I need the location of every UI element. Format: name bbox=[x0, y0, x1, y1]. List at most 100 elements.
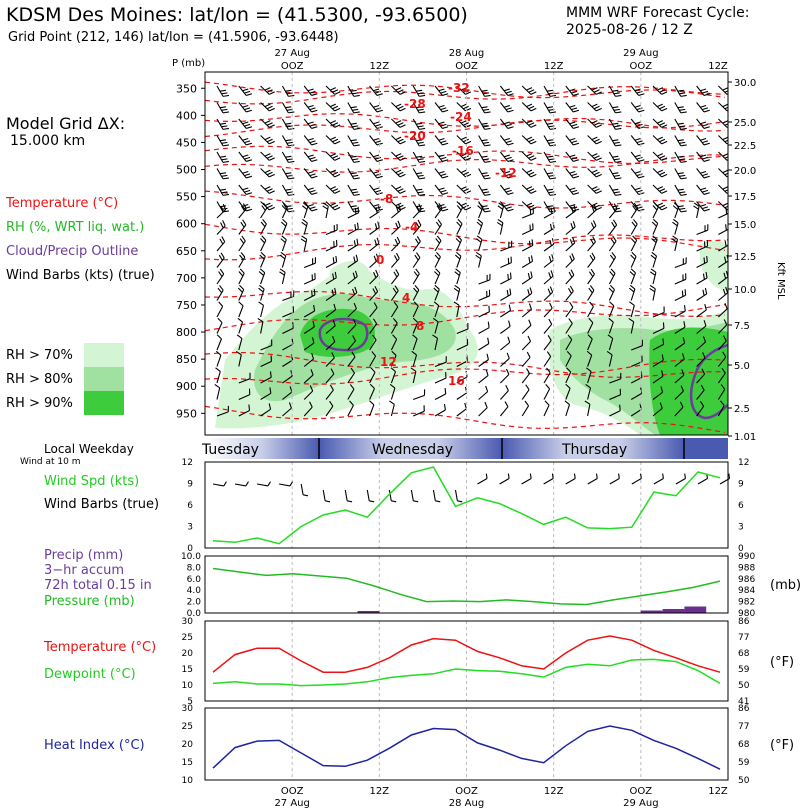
wind-barb bbox=[434, 168, 449, 179]
wind-barb bbox=[696, 118, 710, 129]
wind-barb bbox=[238, 372, 251, 384]
wind-barb bbox=[478, 385, 489, 400]
axis-tick-label: 986 bbox=[738, 575, 755, 585]
wind-barb bbox=[521, 151, 537, 161]
precip-bar bbox=[640, 610, 663, 613]
grid-point-label: Grid Point (212, 146) lat/lon = (41.5906… bbox=[8, 30, 339, 45]
wind-barb bbox=[325, 287, 337, 301]
wind-barb bbox=[674, 184, 687, 196]
wind-barb bbox=[260, 355, 273, 367]
wind-barb bbox=[216, 85, 230, 97]
wind-barb bbox=[434, 102, 449, 113]
axis-tick-label: 10.0 bbox=[181, 552, 201, 562]
wind-barb bbox=[543, 318, 553, 334]
wind-barb bbox=[696, 85, 710, 96]
wind-barb bbox=[608, 151, 622, 163]
legend-precip-total: 72h total 0.15 in bbox=[44, 578, 152, 593]
wind-barb bbox=[718, 319, 728, 334]
height-axis-title: Kft MSL bbox=[775, 262, 786, 300]
wind-panel-frame bbox=[204, 461, 729, 549]
pressure-axis-title: P (mb) bbox=[172, 58, 205, 69]
wind-barb bbox=[347, 85, 360, 97]
temp-contour-label: -24 bbox=[450, 110, 472, 124]
legend-rh80-swatch bbox=[84, 367, 124, 391]
temp-contour bbox=[205, 223, 726, 251]
wind-barb bbox=[391, 220, 401, 235]
wind-barb bbox=[369, 367, 376, 384]
wind-barb bbox=[369, 334, 377, 351]
wind-barb bbox=[521, 85, 537, 95]
wind-barb bbox=[216, 135, 230, 147]
surface-wind-barb bbox=[697, 473, 709, 485]
temp-unit-f: (°F) bbox=[770, 655, 795, 670]
wind-barb bbox=[347, 238, 359, 252]
axis-tick-label: 0 bbox=[738, 544, 744, 554]
axis-tick-label: 3 bbox=[187, 523, 193, 533]
legend-wind-speed: Wind Spd (kts) bbox=[44, 474, 140, 489]
wind-barb bbox=[412, 252, 421, 268]
wind-barb bbox=[325, 303, 337, 318]
wind-barb bbox=[497, 202, 505, 219]
wind-barb bbox=[238, 168, 253, 179]
wind-barb bbox=[478, 321, 490, 334]
wind-barb bbox=[260, 339, 273, 351]
wind-barb bbox=[565, 102, 580, 113]
wind-barb bbox=[674, 369, 685, 384]
wind-barb bbox=[303, 118, 318, 129]
height-tick-label: 30.0 bbox=[734, 78, 756, 89]
wind-barb bbox=[347, 335, 356, 351]
wind-barb bbox=[433, 284, 440, 301]
wind-barb bbox=[260, 168, 275, 178]
wind-barb bbox=[565, 205, 577, 219]
wind-barb bbox=[718, 303, 728, 318]
wind-barb bbox=[696, 184, 710, 195]
wind-barb bbox=[325, 271, 337, 285]
wind-barb bbox=[281, 85, 295, 97]
wind-barb bbox=[609, 388, 621, 401]
wind-barb bbox=[390, 350, 397, 367]
wind-barb bbox=[389, 400, 395, 417]
day-label-thursday: Thursday bbox=[561, 442, 627, 458]
surface-wind-barb bbox=[454, 489, 463, 503]
wind-barb bbox=[674, 401, 684, 417]
temp-contour-label: -12 bbox=[495, 166, 517, 180]
pressure-unit: (mb) bbox=[770, 578, 802, 593]
wind-barb bbox=[412, 118, 426, 130]
legend-precip: Precip (mm) bbox=[44, 548, 124, 563]
wind-barb bbox=[216, 301, 224, 318]
temp-contour bbox=[205, 405, 726, 433]
top-time-label: 27 Aug bbox=[274, 48, 309, 59]
temp-contour-label: -20 bbox=[404, 129, 426, 143]
wind-barb bbox=[674, 151, 687, 163]
axis-tick-label: 982 bbox=[738, 598, 755, 608]
wind-barb bbox=[301, 218, 308, 235]
wind-barb bbox=[391, 102, 406, 112]
temp-contour-label: 8 bbox=[416, 319, 424, 333]
wind-barb bbox=[628, 318, 635, 334]
wind-barb bbox=[369, 221, 380, 235]
surface-wind-barb bbox=[212, 481, 227, 487]
wind-barb bbox=[259, 251, 266, 268]
axis-tick-label: 77 bbox=[738, 722, 749, 732]
wind-barb bbox=[674, 118, 687, 130]
wind-barb bbox=[412, 184, 426, 196]
top-time-label: OOZ bbox=[455, 61, 478, 72]
bottom-time-label: 29 Aug bbox=[623, 798, 658, 809]
wind-barb bbox=[521, 368, 531, 384]
wind-barb bbox=[216, 252, 225, 268]
wind-barb bbox=[696, 168, 710, 179]
wind-barb bbox=[260, 219, 267, 235]
wind-barb bbox=[630, 118, 645, 129]
axis-tick-label: 50 bbox=[738, 681, 750, 691]
surface-wind-barb bbox=[587, 473, 598, 485]
day-label-wednesday: Wednesday bbox=[372, 442, 453, 458]
wind-barb bbox=[565, 285, 574, 301]
wind-barb bbox=[347, 222, 359, 235]
wind-barb bbox=[282, 354, 294, 367]
wind-barb bbox=[434, 251, 441, 268]
wind-barb bbox=[216, 334, 223, 351]
temp-contour bbox=[205, 86, 726, 105]
cross-section-chart: -32 -28 -24 -20 -16 -12 -8 -4 0 48 12 16 350 400 450 5… bbox=[172, 48, 786, 440]
axis-tick-label: 20 bbox=[182, 740, 194, 750]
wind-barb bbox=[412, 405, 425, 417]
